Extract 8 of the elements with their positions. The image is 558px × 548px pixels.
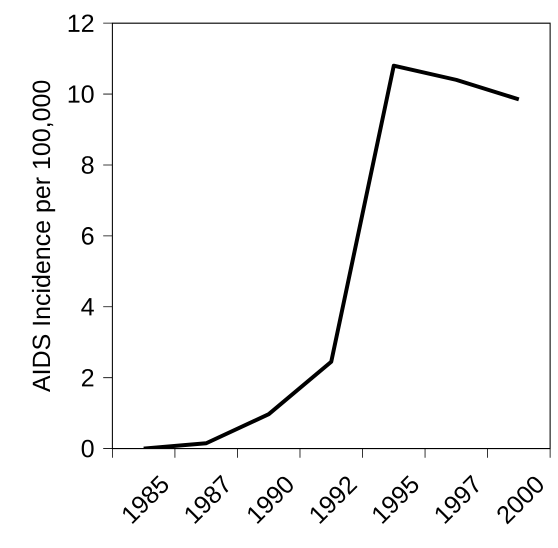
y-tick-label: 0 xyxy=(82,440,94,458)
y-tick-label: 2 xyxy=(82,368,94,386)
y-tick-label: 10 xyxy=(68,85,94,103)
y-tick-label: 12 xyxy=(68,14,94,32)
y-tick-label: 8 xyxy=(82,156,94,174)
y-axis-title: AIDS Incidence per 100,000 xyxy=(32,80,56,392)
y-tick-label: 4 xyxy=(81,298,94,316)
y-tick-label: 6 xyxy=(82,226,94,245)
